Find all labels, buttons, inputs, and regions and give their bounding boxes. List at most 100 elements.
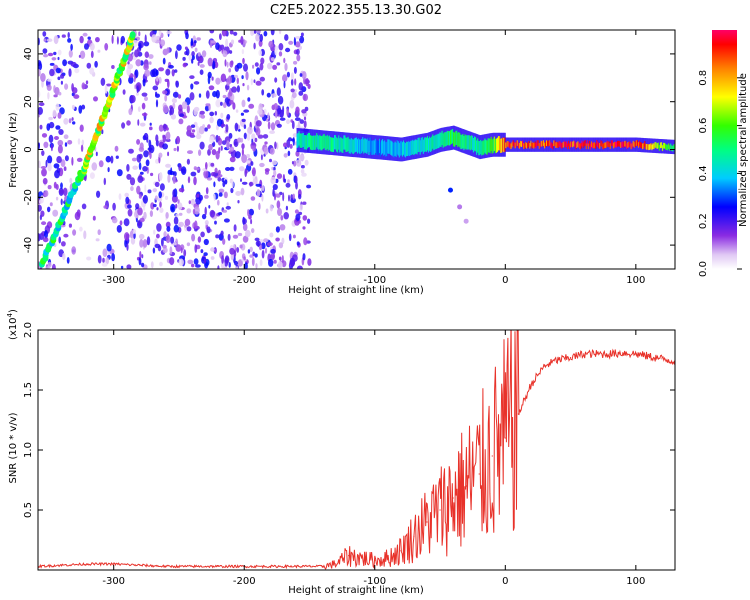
noise-speckle xyxy=(38,90,41,98)
band-core xyxy=(328,135,331,150)
noise-speckle xyxy=(247,97,251,102)
noise-speckle xyxy=(139,142,144,150)
noise-speckle xyxy=(167,79,170,88)
band-core xyxy=(538,143,541,149)
noise-speckle xyxy=(136,185,141,195)
noise-speckle xyxy=(222,181,226,188)
noise-speckle xyxy=(127,63,134,70)
band-core xyxy=(461,134,463,150)
noise-speckle xyxy=(81,104,86,110)
noise-speckle xyxy=(149,61,152,65)
band-core xyxy=(297,133,300,148)
noise-speckle xyxy=(276,200,281,209)
noise-speckle xyxy=(41,221,47,226)
band-core xyxy=(548,140,550,147)
noise-speckle xyxy=(92,215,96,221)
noise-speckle xyxy=(111,253,115,262)
noise-speckle xyxy=(176,44,182,51)
noise-speckle xyxy=(116,225,122,233)
band-core xyxy=(565,141,568,147)
noise-speckle xyxy=(284,62,288,72)
noise-speckle xyxy=(276,87,281,97)
band-core xyxy=(606,140,609,147)
noise-speckle xyxy=(49,68,55,77)
band-core xyxy=(383,141,385,156)
noise-speckle xyxy=(241,154,248,164)
band-core xyxy=(466,135,469,150)
band-core xyxy=(479,140,481,156)
noise-speckle xyxy=(196,37,201,41)
band-core xyxy=(628,141,631,148)
band-core xyxy=(619,141,621,147)
noise-speckle xyxy=(233,31,238,36)
band-core xyxy=(459,133,461,148)
noise-speckle xyxy=(209,209,215,218)
noise-speckle xyxy=(286,107,290,117)
band-core xyxy=(561,142,564,149)
band-core xyxy=(395,142,398,157)
colorbar-gradient xyxy=(712,30,737,269)
noise-speckle xyxy=(63,166,67,171)
noise-speckle xyxy=(120,35,126,44)
noise-speckle xyxy=(231,86,238,93)
noise-speckle xyxy=(276,173,283,179)
band-core xyxy=(403,140,405,155)
noise-speckle xyxy=(256,30,262,34)
noise-speckle xyxy=(156,223,162,232)
noise-speckle xyxy=(53,163,60,169)
noise-speckle xyxy=(181,101,188,110)
noise-speckle xyxy=(240,137,244,143)
noise-speckle xyxy=(252,145,257,152)
noise-speckle xyxy=(300,169,305,174)
band-core xyxy=(525,141,527,148)
band-core xyxy=(384,140,386,155)
band-core xyxy=(488,138,491,153)
band-core xyxy=(489,138,492,154)
y-tick-label: 1.5 xyxy=(23,382,34,398)
noise-speckle xyxy=(155,158,160,164)
noise-speckle xyxy=(227,233,231,241)
band-core xyxy=(597,141,599,148)
spectrogram-y-ticks: -40 -20 0 20 40 xyxy=(23,48,675,253)
noise-speckle xyxy=(261,249,265,259)
band-core xyxy=(608,141,611,148)
noise-speckle xyxy=(214,220,217,225)
noise-speckle xyxy=(302,93,308,102)
band-core xyxy=(579,143,582,150)
band-core xyxy=(592,142,594,149)
band-core xyxy=(487,138,490,153)
band-core xyxy=(313,135,315,150)
noise-speckle xyxy=(47,52,54,57)
snr-point xyxy=(556,359,559,361)
noise-speckle xyxy=(190,198,195,206)
noise-speckle xyxy=(240,187,245,196)
noise-speckle xyxy=(182,62,187,68)
noise-speckle xyxy=(89,67,95,75)
noise-speckle xyxy=(305,78,310,87)
noise-speckle xyxy=(149,152,152,160)
noise-speckle xyxy=(98,160,104,168)
noise-speckle xyxy=(189,75,195,79)
noise-speckle xyxy=(71,87,78,94)
band-core xyxy=(317,134,319,150)
noise-speckle xyxy=(151,34,157,43)
band-core xyxy=(387,139,389,154)
band-core xyxy=(524,143,526,149)
noise-speckle xyxy=(143,150,149,158)
noise-speckle xyxy=(58,91,62,96)
noise-speckle xyxy=(162,134,167,143)
noise-speckle xyxy=(279,117,286,121)
band-core xyxy=(377,140,380,156)
band-core xyxy=(636,140,639,146)
noise-speckle xyxy=(79,50,86,59)
noise-speckle xyxy=(48,134,54,143)
noise-speckle xyxy=(229,247,235,255)
band-core xyxy=(647,144,649,150)
band-core xyxy=(467,135,470,150)
noise-speckle xyxy=(194,244,198,253)
noise-speckle xyxy=(85,80,89,85)
noise-speckle xyxy=(241,75,244,80)
noise-speckle xyxy=(282,192,285,202)
band-core xyxy=(523,143,525,149)
snr-y-ticks: 0.5 1.0 1.5 2.0 xyxy=(23,322,675,518)
